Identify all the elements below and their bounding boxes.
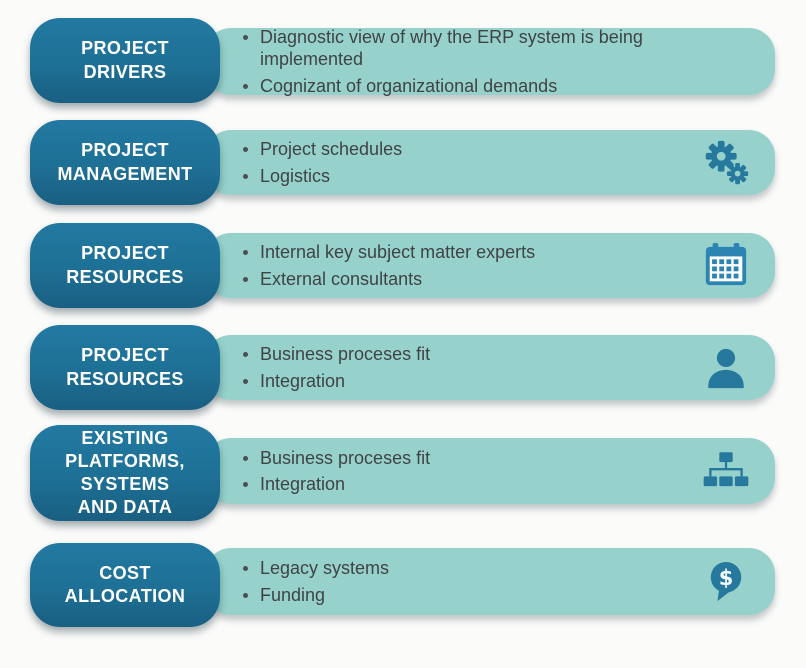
bullet-list: Business proceses fit Integration: [205, 339, 775, 396]
category-label-cost-allocation: COST ALLOCATION: [30, 543, 220, 627]
bullet-item: Diagnostic view of why the ERP system is…: [241, 26, 749, 71]
bullet-item: Funding: [241, 584, 679, 607]
bullet-list: Internal key subject matter experts Exte…: [205, 237, 775, 294]
user-icon: [699, 341, 753, 395]
bullet-list: Diagnostic view of why the ERP system is…: [205, 22, 775, 102]
bullet-item: Business proceses fit: [241, 343, 679, 366]
content-band-project-resources-2: Business proceses fit Integration: [205, 335, 775, 400]
bullet-item: Integration: [241, 473, 679, 496]
content-band-existing-platforms: Business proceses fit Integration: [205, 438, 775, 504]
bullet-item: Business proceses fit: [241, 447, 679, 470]
category-label-project-drivers: PROJECT DRIVERS: [30, 18, 220, 103]
content-band-project-drivers: Diagnostic view of why the ERP system is…: [205, 27, 775, 96]
category-label-project-resources-1: PROJECT RESOURCES: [30, 223, 220, 308]
content-band-project-management: Project schedules Logistics: [205, 130, 775, 195]
gears-icon: [699, 136, 753, 190]
bullet-list: Project schedules Logistics: [205, 134, 775, 191]
bullet-item: Logistics: [241, 165, 679, 188]
bullet-list: Legacy systems Funding: [205, 553, 775, 610]
bullet-item: Project schedules: [241, 138, 679, 161]
dollar-bubble-icon: $: [699, 555, 753, 609]
category-label-project-management: PROJECT MANAGEMENT: [30, 120, 220, 205]
bullet-item: External consultants: [241, 268, 679, 291]
category-label-project-resources-2: PROJECT RESOURCES: [30, 325, 220, 410]
content-band-project-resources-1: Internal key subject matter experts Exte…: [205, 233, 775, 298]
bullet-item: Integration: [241, 370, 679, 393]
bullet-item: Legacy systems: [241, 557, 679, 580]
calendar-icon: [699, 239, 753, 293]
bullet-item: Internal key subject matter experts: [241, 241, 679, 264]
content-band-cost-allocation: Legacy systems Funding $: [205, 548, 775, 615]
bullet-item: Cognizant of organizational demands: [241, 75, 749, 98]
category-label-existing-platforms: EXISTING PLATFORMS, SYSTEMS AND DATA: [30, 425, 220, 521]
bullet-list: Business proceses fit Integration: [205, 443, 775, 500]
org-chart-icon: [699, 444, 753, 498]
svg-text:$: $: [719, 565, 734, 589]
